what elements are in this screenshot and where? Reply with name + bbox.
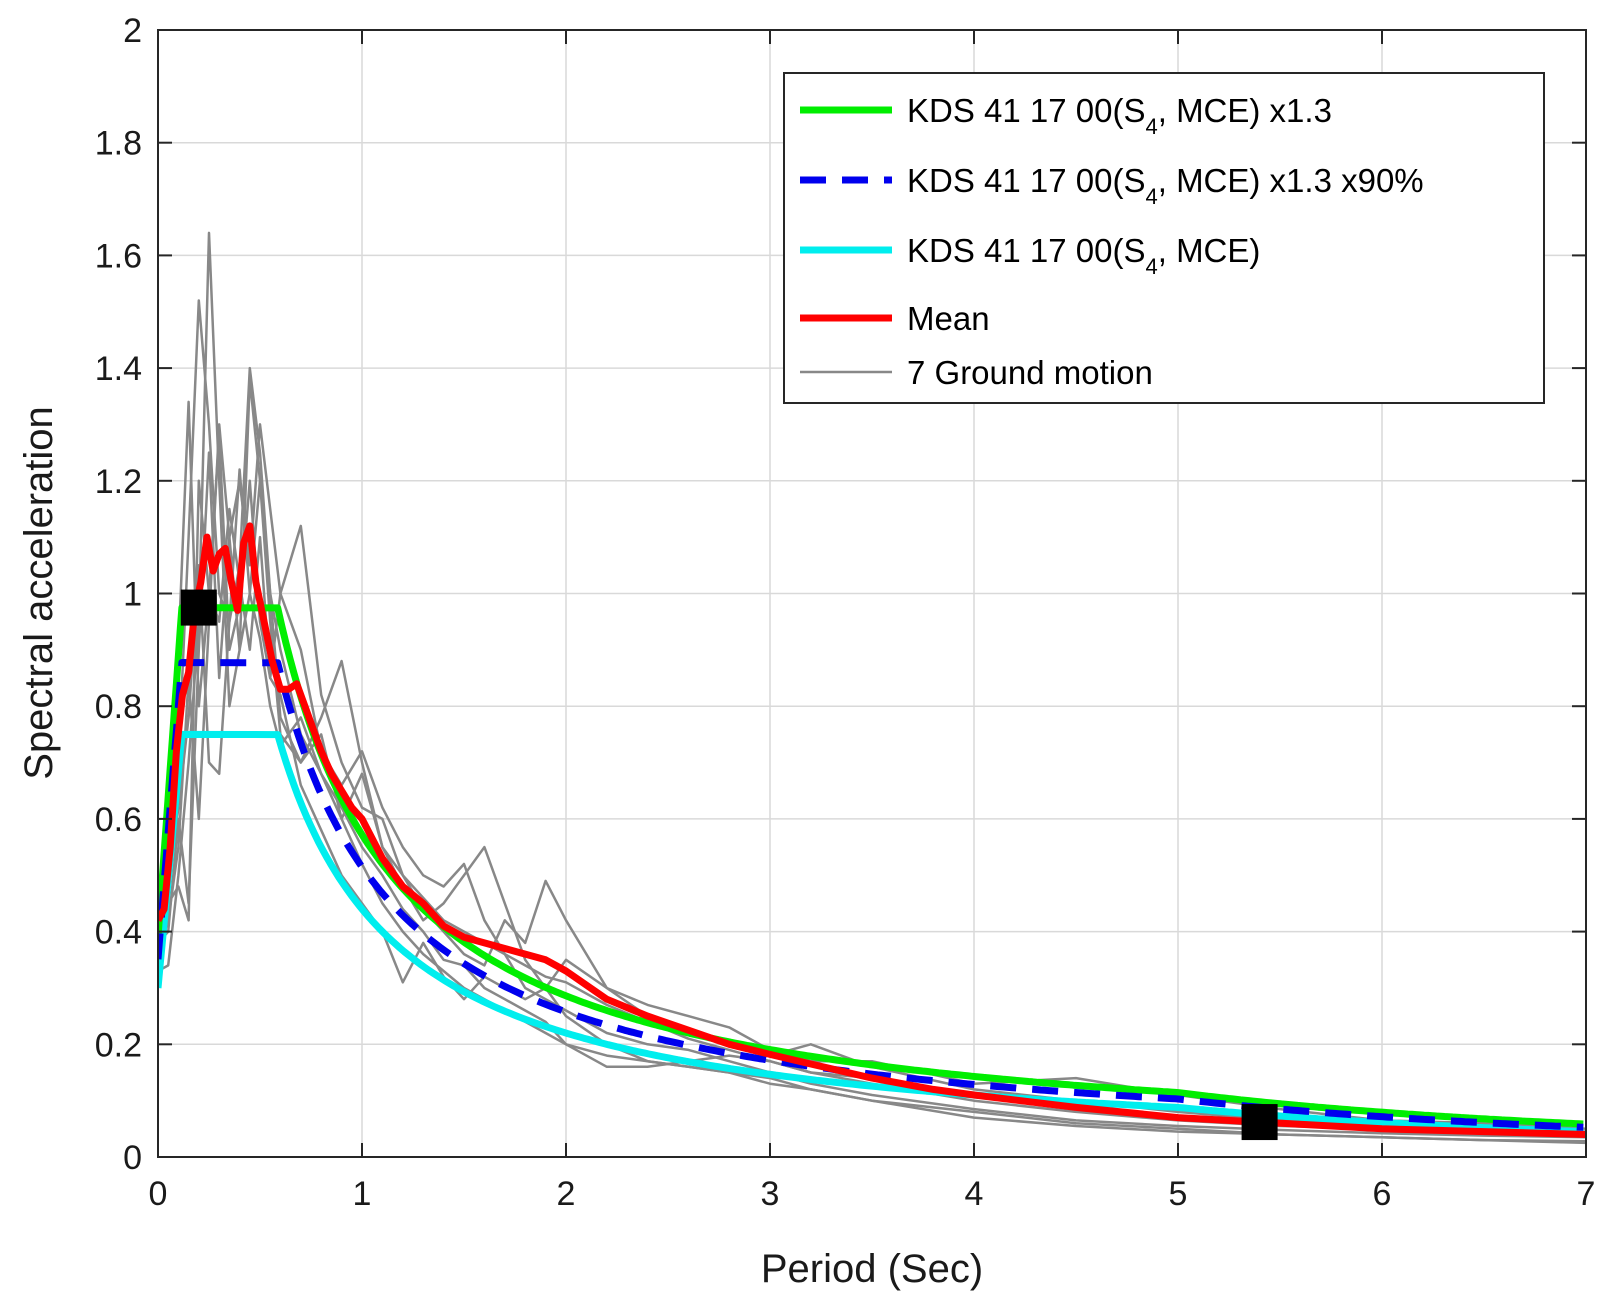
y-tick-label: 0.2 — [95, 1026, 142, 1064]
y-tick-label: 0.6 — [95, 801, 142, 839]
legend-label-design13: KDS 41 17 00(S4, MCE) x1.3 — [907, 92, 1332, 139]
marker-short-period — [180, 589, 217, 626]
x-tick-label: 6 — [1373, 1175, 1392, 1213]
x-tick-label: 4 — [965, 1175, 984, 1213]
y-tick-label: 1 — [123, 576, 142, 614]
y-axis-label: Spectral acceleration — [17, 406, 61, 780]
y-tick-label: 1.2 — [95, 463, 142, 501]
x-tick-label: 5 — [1169, 1175, 1188, 1213]
y-tick-label: 0.8 — [95, 688, 142, 726]
y-tick-label: 2 — [123, 12, 142, 50]
x-tick-label: 7 — [1577, 1175, 1596, 1213]
y-tick-label: 1.8 — [95, 125, 142, 163]
x-tick-label: 3 — [761, 1175, 780, 1213]
series-layer — [158, 231, 1586, 1145]
legend-label-mean: Mean — [907, 300, 990, 337]
y-tick-label: 1.6 — [95, 237, 142, 275]
y-tick-label: 0.4 — [95, 914, 142, 952]
design-spectrum-line — [158, 730, 1584, 1136]
legend-label-design1390: KDS 41 17 00(S4, MCE) x1.3 x90% — [907, 162, 1424, 209]
legend-label-gm: 7 Ground motion — [907, 354, 1153, 391]
y-tick-label: 0 — [123, 1139, 142, 1177]
ground-motion-line-gm3 — [158, 231, 1586, 1145]
x-tick-label: 2 — [557, 1175, 576, 1213]
legend-box — [783, 72, 1545, 404]
x-axis-label: Period (Sec) — [761, 1247, 983, 1291]
y-tick-label: 1.4 — [95, 350, 142, 388]
ground-motion-line-gm5 — [158, 423, 1586, 1143]
legend: KDS 41 17 00(S4, MCE) x1.3 KDS 41 17 00(S… — [783, 72, 1545, 404]
legend-label-design: KDS 41 17 00(S4, MCE) — [907, 232, 1260, 279]
axis-ticks: 0 1 2 3 4 5 6 7 0 0.2 0.4 0.6 0.8 1 1.2 1.4 1.6 1.8 2 — [95, 12, 1596, 1213]
x-tick-label: 0 — [149, 1175, 168, 1213]
marker-long-period — [1241, 1104, 1278, 1141]
marker-layer — [180, 589, 1278, 1141]
x-tick-label: 1 — [353, 1175, 372, 1213]
mean-line — [158, 522, 1586, 1138]
